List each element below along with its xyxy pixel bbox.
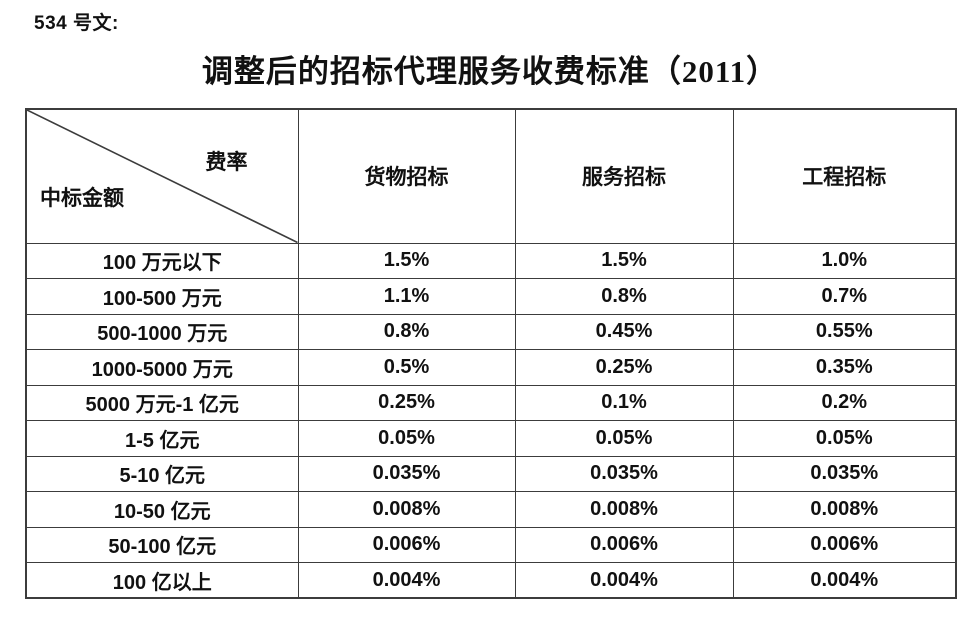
row-label-bid-amount-range: 100 万元以下 xyxy=(25,242,299,279)
fee-rate-cell: 0.8% xyxy=(514,278,734,315)
fee-rate-cell: 0.45% xyxy=(514,313,734,350)
fee-rate-cell: 0.8% xyxy=(297,313,516,350)
row-label-bid-amount-range: 50-100 亿元 xyxy=(25,526,299,563)
diagonal-divider-line xyxy=(27,110,297,242)
fee-rate-cell: 0.004% xyxy=(514,562,734,599)
fee-rate-cell: 0.05% xyxy=(732,420,957,457)
table-row: 100-500 万元 1.1% 0.8% 0.7% xyxy=(25,278,957,315)
table-row: 50-100 亿元 0.006% 0.006% 0.006% xyxy=(25,526,957,563)
fee-rate-cell: 0.55% xyxy=(732,313,957,350)
fee-rate-cell: 0.25% xyxy=(297,384,516,421)
fee-rate-cell: 0.035% xyxy=(297,455,516,492)
fee-rate-cell: 0.008% xyxy=(297,491,516,528)
fee-table: 费率 中标金额 货物招标 服务招标 工程招标 100 万元以下 1.5% 1.5% 1… xyxy=(25,108,957,599)
row-label-bid-amount-range: 5000 万元-1 亿元 xyxy=(25,384,299,421)
fee-rate-cell: 0.05% xyxy=(297,420,516,457)
fee-rate-cell: 1.5% xyxy=(514,242,734,279)
table-row: 100 万元以下 1.5% 1.5% 1.0% xyxy=(25,242,957,279)
table-row: 1-5 亿元 0.05% 0.05% 0.05% xyxy=(25,420,957,457)
table-row: 1000-5000 万元 0.5% 0.25% 0.35% xyxy=(25,349,957,386)
table-row: 100 亿以上 0.004% 0.004% 0.004% xyxy=(25,562,957,599)
corner-label-bid-amount: 中标金额 xyxy=(40,186,124,210)
fee-rate-cell: 0.008% xyxy=(514,491,734,528)
fee-rate-cell: 0.25% xyxy=(514,349,734,386)
fee-rate-cell: 0.5% xyxy=(297,349,516,386)
fee-rate-cell: 0.7% xyxy=(732,278,957,315)
page-title: 调整后的招标代理服务收费标准（2011） xyxy=(201,54,779,89)
fee-rate-cell: 1.0% xyxy=(732,242,957,279)
corner-cell: 费率 中标金额 xyxy=(25,108,299,244)
fee-rate-cell: 0.1% xyxy=(514,384,734,421)
doc-number-label: 534 号文: xyxy=(34,13,119,34)
fee-rate-cell: 0.2% xyxy=(732,384,957,421)
fee-rate-cell: 0.35% xyxy=(732,349,957,386)
row-label-bid-amount-range: 500-1000 万元 xyxy=(25,313,299,350)
fee-rate-cell: 1.5% xyxy=(297,242,516,279)
row-label-bid-amount-range: 100 亿以上 xyxy=(25,562,299,599)
col-header-service-bidding: 服务招标 xyxy=(514,108,734,244)
col-header-engineering-bidding: 工程招标 xyxy=(732,108,957,244)
fee-rate-cell: 0.006% xyxy=(732,526,957,563)
table-row: 5000 万元-1 亿元 0.25% 0.1% 0.2% xyxy=(25,384,957,421)
fee-rate-cell: 0.035% xyxy=(514,455,734,492)
row-label-bid-amount-range: 100-500 万元 xyxy=(25,278,299,315)
row-label-bid-amount-range: 10-50 亿元 xyxy=(25,491,299,528)
fee-rate-cell: 0.008% xyxy=(732,491,957,528)
fee-table-body: 100 万元以下 1.5% 1.5% 1.0% 100-500 万元 1.1% 0.8% 0.… xyxy=(25,242,957,599)
fee-rate-cell: 0.05% xyxy=(514,420,734,457)
fee-rate-cell: 0.004% xyxy=(732,562,957,599)
col-header-goods-bidding: 货物招标 xyxy=(297,108,516,244)
table-row: 500-1000 万元 0.8% 0.45% 0.55% xyxy=(25,313,957,350)
row-label-bid-amount-range: 1-5 亿元 xyxy=(25,420,299,457)
fee-rate-cell: 0.006% xyxy=(297,526,516,563)
table-row: 10-50 亿元 0.008% 0.008% 0.008% xyxy=(25,491,957,528)
fee-rate-cell: 0.006% xyxy=(514,526,734,563)
fee-rate-cell: 1.1% xyxy=(297,278,516,315)
row-label-bid-amount-range: 5-10 亿元 xyxy=(25,455,299,492)
corner-label-rate: 费率 xyxy=(205,150,248,174)
header-row: 费率 中标金额 货物招标 服务招标 工程招标 xyxy=(25,108,957,244)
row-label-bid-amount-range: 1000-5000 万元 xyxy=(25,349,299,386)
table-row: 5-10 亿元 0.035% 0.035% 0.035% xyxy=(25,455,957,492)
fee-rate-cell: 0.004% xyxy=(297,562,516,599)
fee-rate-cell: 0.035% xyxy=(732,455,957,492)
